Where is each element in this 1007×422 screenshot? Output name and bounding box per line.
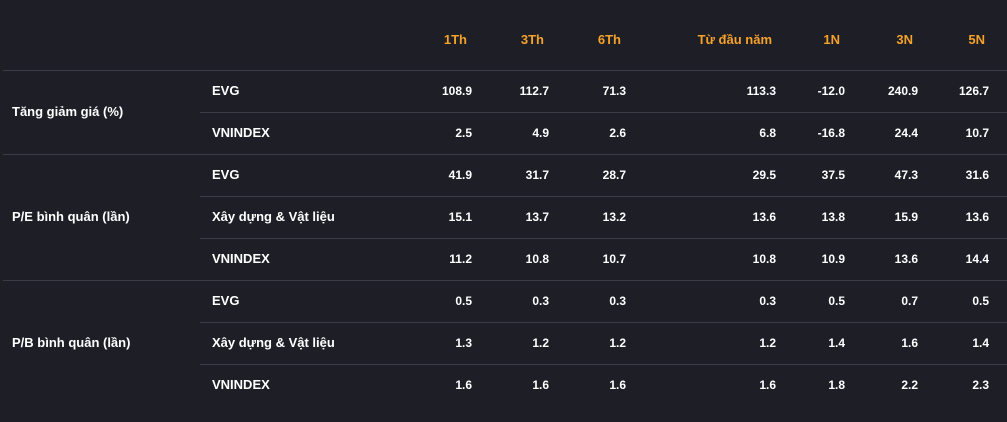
row-divider [200, 112, 1007, 113]
table-cell: 13.6 [752, 210, 776, 224]
table-cell: 1.6 [759, 378, 776, 392]
table-cell: 13.6 [965, 210, 989, 224]
table-cell: 15.1 [448, 210, 472, 224]
group-label: Tăng giảm giá (%) [12, 104, 124, 119]
table-header: 1Th 3Th 6Th Từ đầu năm 1N 3N 5N [0, 0, 1007, 70]
table-cell: 13.8 [821, 210, 845, 224]
table-cell: 28.7 [602, 168, 626, 182]
table-cell: 13.6 [894, 252, 918, 266]
header-1n: 1N [823, 32, 840, 47]
header-ytd: Từ đầu năm [697, 32, 772, 47]
table-row: VNINDEX 11.2 10.8 10.7 10.8 10.9 13.6 14.4 [0, 238, 1007, 280]
row-divider [200, 196, 1007, 197]
table-cell: 2.5 [455, 126, 472, 140]
table-cell: 31.6 [965, 168, 989, 182]
row-name: VNINDEX [212, 125, 270, 140]
row-name: Xây dựng & Vật liệu [212, 335, 335, 350]
table-cell: 113.3 [746, 84, 776, 98]
table-row: EVG 0.5 0.3 0.3 0.3 0.5 0.7 0.5 [0, 280, 1007, 322]
table-row: VNINDEX 2.5 4.9 2.6 6.8 -16.8 24.4 10.7 [0, 112, 1007, 154]
table-cell: 47.3 [894, 168, 918, 182]
table-cell: 1.2 [759, 336, 776, 350]
row-name: EVG [212, 167, 240, 182]
table-cell: 126.7 [958, 84, 989, 98]
row-divider [200, 364, 1007, 365]
table-row: VNINDEX 1.6 1.6 1.6 1.6 1.8 2.2 2.3 [0, 364, 1007, 406]
table-cell: 15.9 [894, 210, 918, 224]
table-cell: 6.8 [759, 126, 776, 140]
table-cell: -16.8 [817, 126, 845, 140]
table-cell: 41.9 [448, 168, 472, 182]
table-cell: 4.9 [532, 126, 549, 140]
table-cell: -12.0 [817, 84, 845, 98]
table-cell: 10.8 [752, 252, 776, 266]
table-cell: 1.6 [901, 336, 918, 350]
table-cell: 1.8 [828, 378, 845, 392]
group-label: P/E bình quân (lần) [12, 209, 130, 224]
table-cell: 108.9 [441, 84, 472, 98]
table-cell: 1.2 [532, 336, 549, 350]
row-divider [200, 322, 1007, 323]
table-cell: 0.5 [828, 294, 845, 308]
table-cell: 10.7 [965, 126, 989, 140]
table-cell: 0.5 [972, 294, 989, 308]
row-name: Xây dựng & Vật liệu [212, 209, 335, 224]
table-row: EVG 41.9 31.7 28.7 29.5 37.5 47.3 31.6 [0, 154, 1007, 196]
table-cell: 10.7 [602, 252, 626, 266]
table-row: Xây dựng & Vật liệu 1.3 1.2 1.2 1.2 1.4 1.6 1.4 [0, 322, 1007, 364]
table-cell: 29.5 [752, 168, 776, 182]
table-cell: 1.4 [972, 336, 989, 350]
header-3n: 3N [896, 32, 913, 47]
table-cell: 1.2 [609, 336, 626, 350]
table-cell: 0.3 [609, 294, 626, 308]
table-cell: 14.4 [965, 252, 989, 266]
table-cell: 0.3 [532, 294, 549, 308]
row-divider [3, 70, 1007, 71]
row-name: VNINDEX [212, 377, 270, 392]
table-cell: 13.7 [525, 210, 549, 224]
table-cell: 1.3 [455, 336, 472, 350]
table-cell: 31.7 [525, 168, 549, 182]
table-cell: 1.4 [828, 336, 845, 350]
table-cell: 1.6 [532, 378, 549, 392]
header-6th: 6Th [597, 32, 621, 47]
row-name: EVG [212, 83, 240, 98]
table-cell: 0.5 [455, 294, 472, 308]
table-cell: 2.3 [972, 378, 989, 392]
table-cell: 13.2 [602, 210, 626, 224]
row-divider [3, 154, 1007, 155]
table-cell: 11.2 [449, 252, 472, 266]
table-cell: 1.6 [455, 378, 472, 392]
table-cell: 1.6 [609, 378, 626, 392]
header-3th: 3Th [520, 32, 544, 47]
table-cell: 240.9 [887, 84, 918, 98]
table-cell: 2.6 [609, 126, 626, 140]
table-cell: 0.3 [759, 294, 776, 308]
row-name: VNINDEX [212, 251, 270, 266]
table-cell: 112.7 [519, 84, 549, 98]
row-divider [3, 280, 1007, 281]
table-cell: 71.3 [602, 84, 626, 98]
table-cell: 2.2 [901, 378, 918, 392]
table-row: Xây dựng & Vật liệu 15.1 13.7 13.2 13.6 13.8 1… [0, 196, 1007, 238]
table-row: EVG 108.9 112.7 71.3 113.3 -12.0 240.9 126.7 [0, 70, 1007, 112]
row-name: EVG [212, 293, 240, 308]
table-cell: 0.7 [901, 294, 918, 308]
header-5n: 5N [968, 32, 985, 47]
group-label: P/B bình quân (lần) [12, 335, 131, 350]
row-divider [200, 238, 1007, 239]
table-cell: 10.9 [821, 252, 845, 266]
table-cell: 10.8 [525, 252, 549, 266]
table-cell: 37.5 [821, 168, 845, 182]
table-cell: 24.4 [894, 126, 918, 140]
header-1th: 1Th [443, 32, 467, 47]
